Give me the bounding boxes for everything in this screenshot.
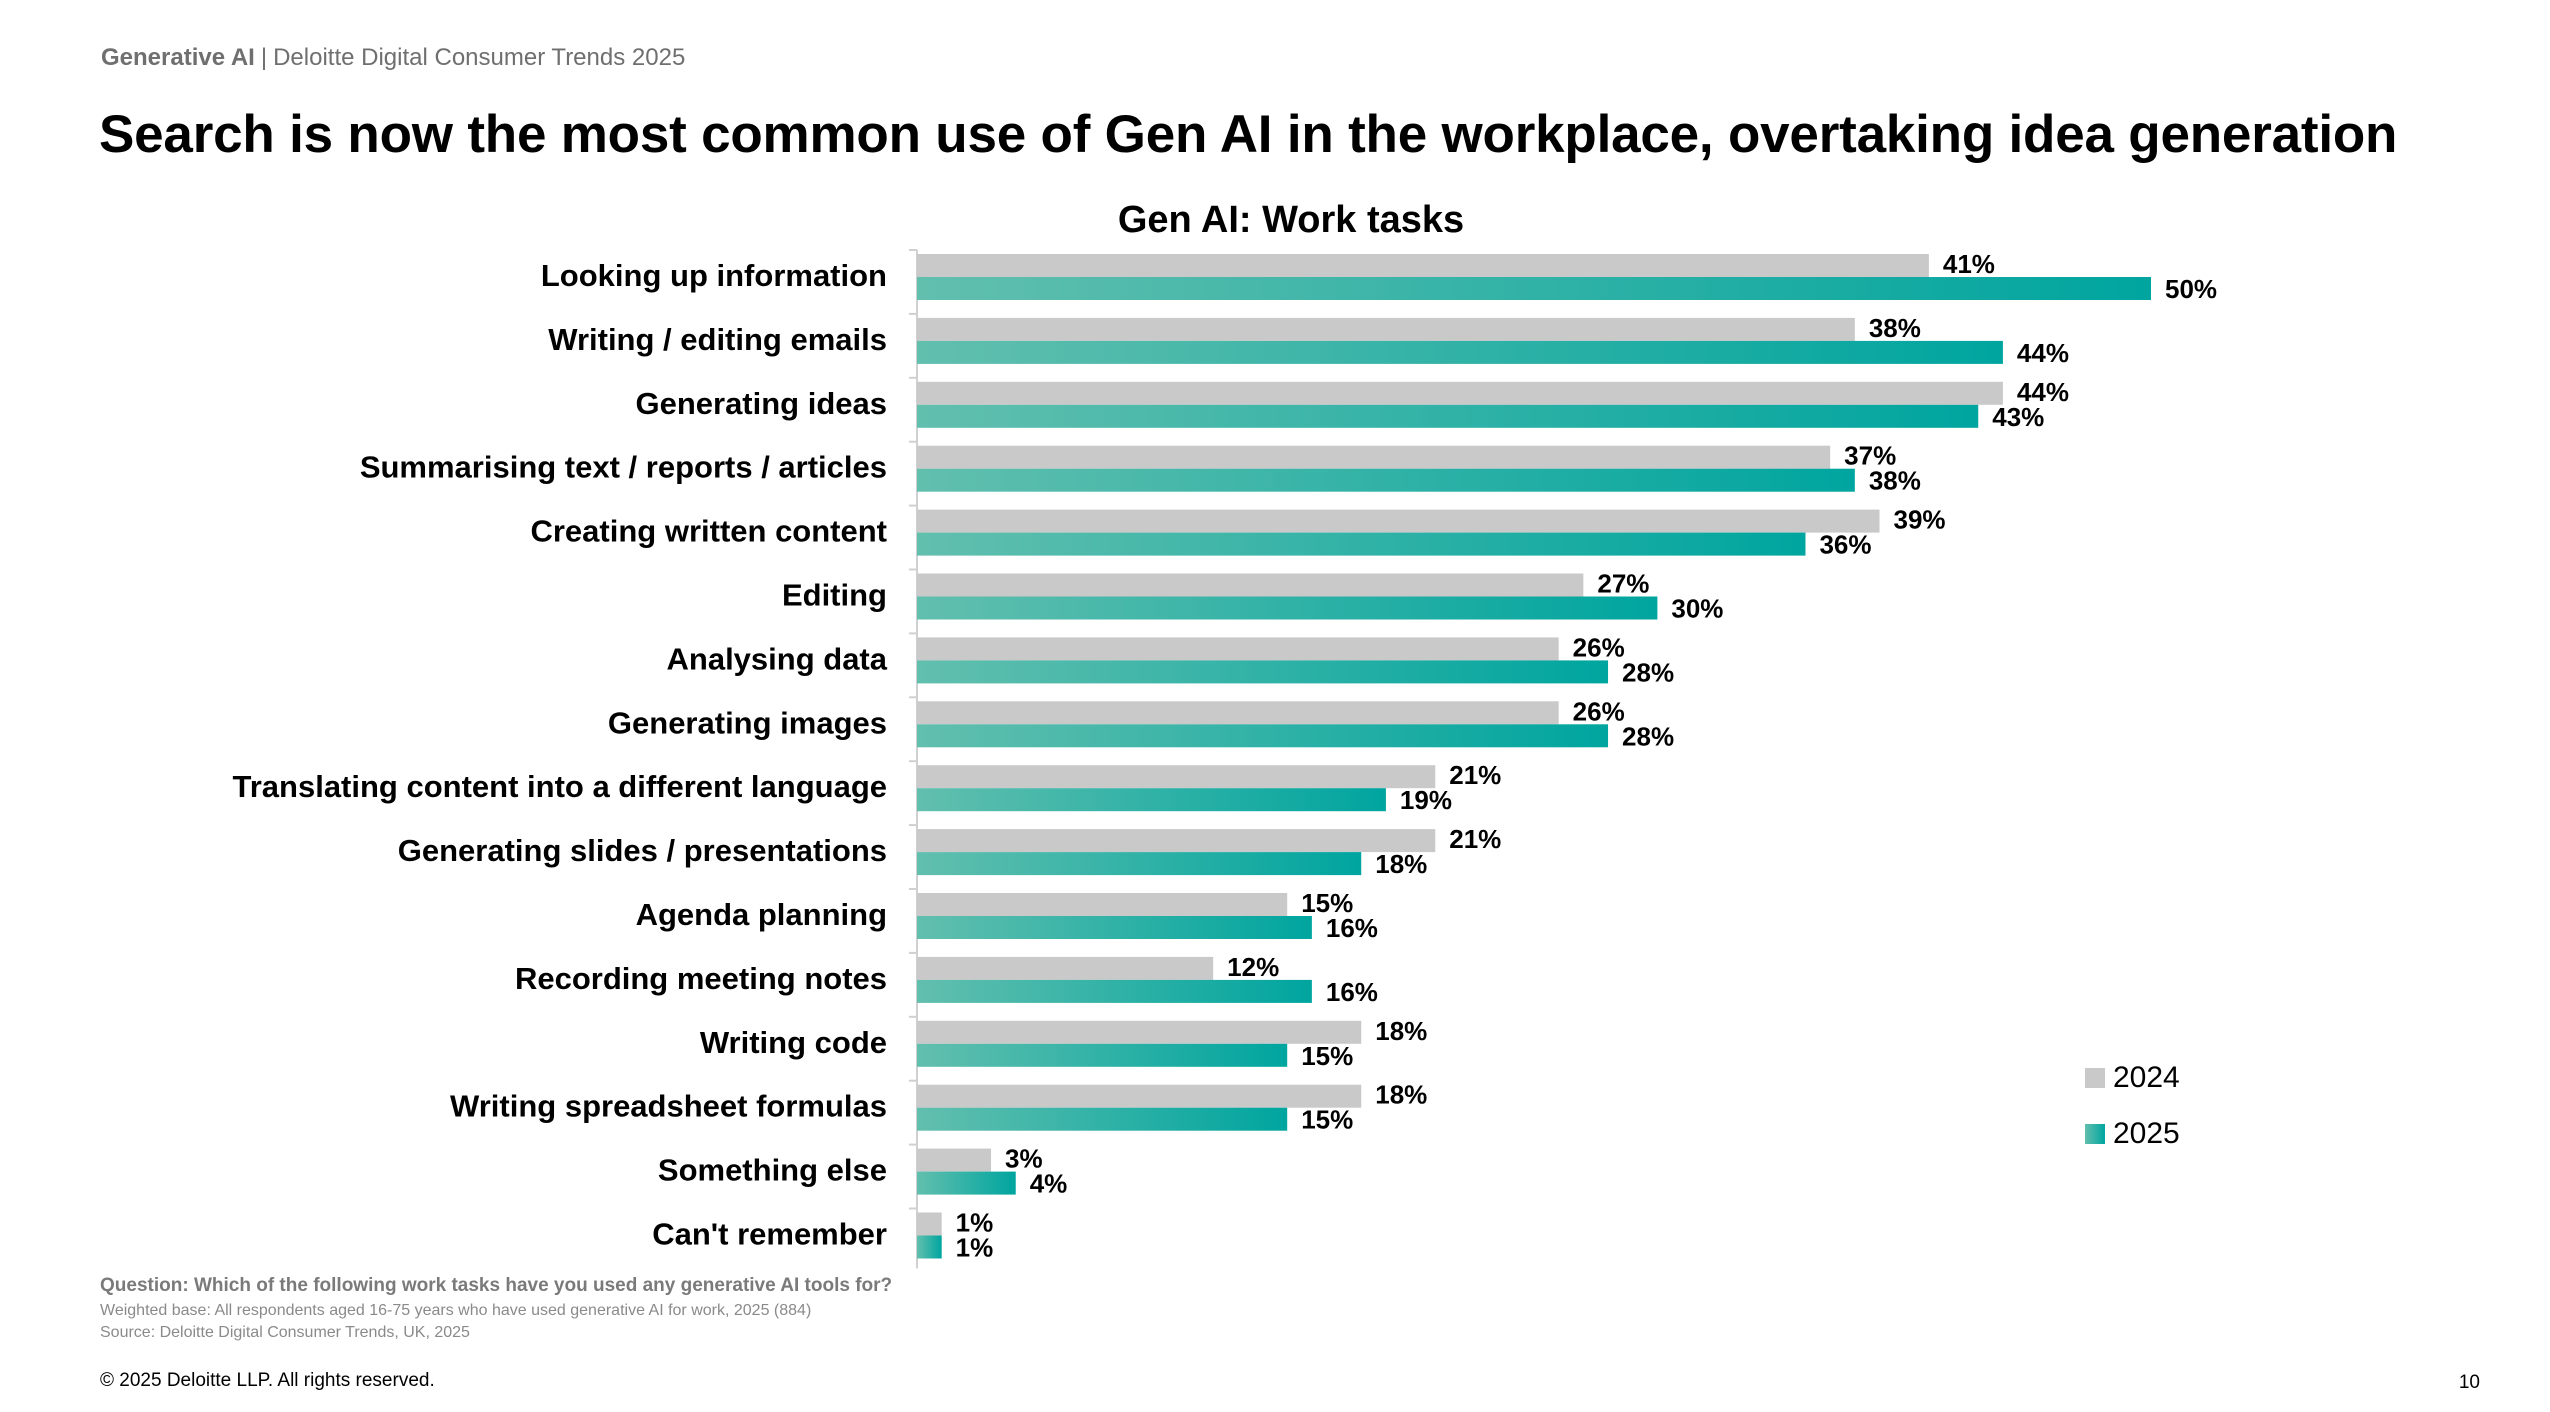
bar-2025 bbox=[917, 596, 1658, 620]
data-label-2025: 15% bbox=[1301, 1041, 1353, 1071]
data-label-2025: 1% bbox=[956, 1233, 994, 1263]
data-label-2025: 28% bbox=[1622, 721, 1674, 751]
data-label-2024: 21% bbox=[1449, 824, 1501, 854]
bar-2024 bbox=[917, 637, 1559, 661]
data-label-2025: 15% bbox=[1301, 1105, 1353, 1135]
data-label-2025: 18% bbox=[1375, 849, 1427, 879]
data-label-2025: 30% bbox=[1671, 594, 1723, 624]
bar-2024 bbox=[917, 893, 1288, 916]
data-label-2025: 4% bbox=[1030, 1169, 1068, 1199]
category-label: Agenda planning bbox=[636, 897, 887, 932]
bar-2025 bbox=[917, 340, 2003, 364]
category-label: Something else bbox=[658, 1153, 887, 1188]
category-label: Can't remember bbox=[652, 1217, 887, 1252]
bar-2025 bbox=[917, 468, 1855, 492]
bars-layer: Looking up information 41% 50% Writing / ed… bbox=[233, 249, 2217, 1269]
bar-2025 bbox=[917, 1171, 1016, 1195]
data-label-2025: 44% bbox=[2017, 338, 2069, 368]
bar-2025 bbox=[917, 979, 1312, 1003]
bar-2024 bbox=[917, 1020, 1362, 1044]
legend-swatch-2025 bbox=[2085, 1124, 2105, 1144]
bar-2024 bbox=[917, 1148, 992, 1172]
data-label-2025: 50% bbox=[2165, 274, 2217, 304]
data-label-2024: 18% bbox=[1375, 1080, 1427, 1110]
category-label: Creating written content bbox=[530, 514, 887, 549]
bar-2024 bbox=[917, 509, 1880, 533]
chart-title: Gen AI: Work tasks bbox=[1118, 199, 1464, 241]
category-label: Translating content into a different lan… bbox=[233, 769, 888, 804]
category-label: Recording meeting notes bbox=[515, 961, 887, 996]
page-headline: Search is now the most common use of Gen… bbox=[99, 105, 2398, 164]
data-label-2024: 15% bbox=[1301, 888, 1353, 918]
category-label: Generating ideas bbox=[635, 386, 887, 421]
category-label: Generating images bbox=[608, 705, 887, 740]
bar-2025 bbox=[917, 788, 1386, 812]
bar-2025 bbox=[917, 724, 1609, 748]
data-label-2024: 38% bbox=[1869, 313, 1921, 343]
legend-label-2024: 2024 bbox=[2113, 1061, 2180, 1094]
bar-2025 bbox=[917, 852, 1362, 876]
category-label: Editing bbox=[782, 578, 887, 613]
bar-2025 bbox=[917, 404, 1979, 428]
data-label-2024: 27% bbox=[1597, 569, 1649, 599]
data-label-2024: 37% bbox=[1844, 441, 1896, 471]
category-label: Writing code bbox=[700, 1025, 887, 1060]
data-label-2024: 12% bbox=[1227, 952, 1279, 982]
data-label-2025: 36% bbox=[1819, 530, 1871, 560]
eyebrow-publication: Deloitte Digital Consumer Trends 2025 bbox=[273, 44, 686, 71]
footer-base: Weighted base: All respondents aged 16-7… bbox=[100, 1302, 812, 1319]
data-label-2024: 39% bbox=[1894, 505, 1946, 535]
data-label-2024: 26% bbox=[1573, 696, 1625, 726]
page-number: 10 bbox=[2458, 1372, 2480, 1393]
bar-2025 bbox=[917, 660, 1609, 684]
bar-2024 bbox=[917, 701, 1559, 725]
category-label: Writing / editing emails bbox=[548, 322, 887, 357]
legend-swatch-2024 bbox=[2085, 1068, 2105, 1088]
bar-2024 bbox=[917, 1212, 942, 1236]
eyebrow-topic: Generative AI bbox=[101, 44, 255, 71]
data-label-2025: 16% bbox=[1326, 913, 1378, 943]
bar-2024 bbox=[917, 956, 1214, 980]
data-label-2024: 1% bbox=[956, 1208, 994, 1238]
data-label-2024: 26% bbox=[1573, 632, 1625, 662]
category-label: Analysing data bbox=[667, 641, 888, 676]
footer-question: Question: Which of the following work ta… bbox=[100, 1275, 893, 1296]
category-label: Summarising text / reports / articles bbox=[360, 450, 887, 485]
bar-2024 bbox=[917, 765, 1436, 789]
bar-2025 bbox=[917, 916, 1312, 939]
data-label-2024: 41% bbox=[1943, 249, 1995, 279]
bar-2024 bbox=[917, 254, 1929, 277]
data-label-2024: 44% bbox=[2017, 377, 2069, 407]
eyebrow: Generative AI | Deloitte Digital Consumer … bbox=[101, 44, 685, 72]
legend-label-2025: 2025 bbox=[2113, 1117, 2180, 1150]
data-label-2025: 16% bbox=[1326, 977, 1378, 1007]
bar-2025 bbox=[917, 277, 2151, 300]
data-label-2024: 18% bbox=[1375, 1016, 1427, 1046]
data-label-2025: 19% bbox=[1400, 785, 1452, 815]
bar-2024 bbox=[917, 381, 2003, 405]
bar-2024 bbox=[917, 829, 1436, 853]
copyright: © 2025 Deloitte LLP. All rights reserved… bbox=[100, 1370, 435, 1391]
bar-2025 bbox=[917, 1043, 1288, 1067]
category-label: Generating slides / presentations bbox=[398, 833, 887, 868]
eyebrow-separator: | bbox=[260, 44, 268, 71]
footer-source: Source: Deloitte Digital Consumer Trends… bbox=[100, 1324, 470, 1341]
category-label: Looking up information bbox=[541, 258, 887, 293]
bar-2025 bbox=[917, 532, 1806, 556]
data-label-2025: 28% bbox=[1622, 657, 1674, 687]
bar-2024 bbox=[917, 1084, 1362, 1108]
bar-2024 bbox=[917, 445, 1831, 469]
data-label-2025: 38% bbox=[1869, 466, 1921, 496]
bar-2025 bbox=[917, 1107, 1288, 1131]
bar-2024 bbox=[917, 573, 1584, 597]
data-label-2025: 43% bbox=[1992, 402, 2044, 432]
data-label-2024: 3% bbox=[1005, 1144, 1043, 1174]
data-label-2024: 21% bbox=[1449, 760, 1501, 790]
bar-2024 bbox=[917, 317, 1855, 341]
category-label: Writing spreadsheet formulas bbox=[450, 1089, 887, 1124]
bar-2025 bbox=[917, 1235, 942, 1259]
